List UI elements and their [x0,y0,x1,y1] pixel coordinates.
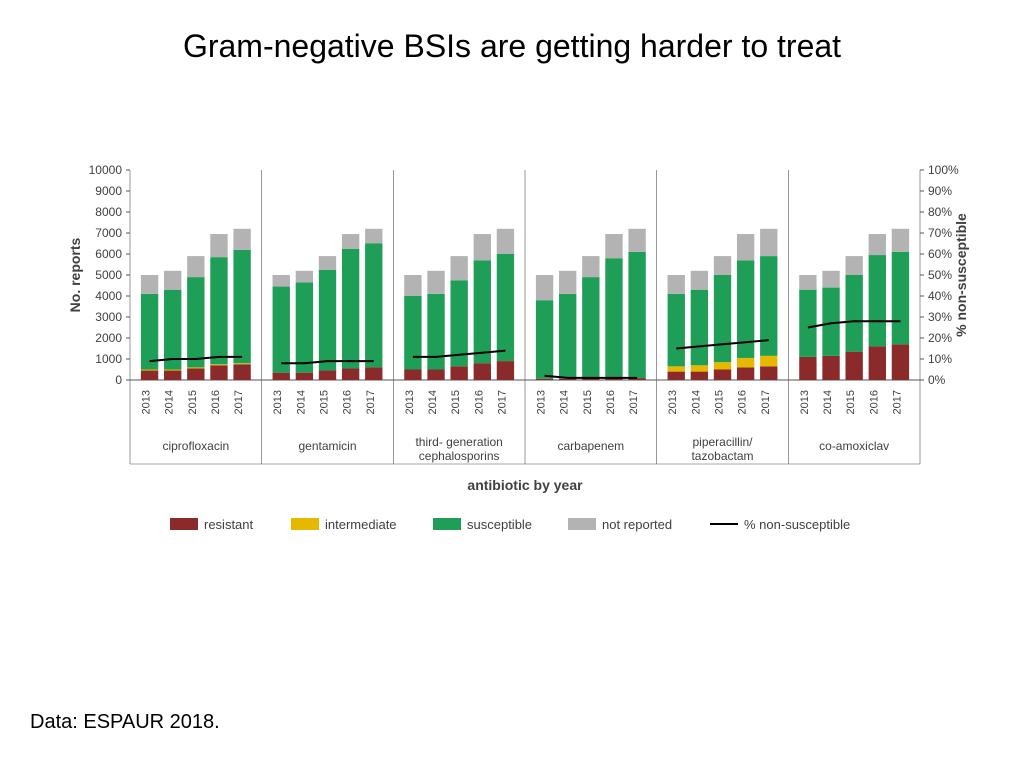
svg-text:piperacillin/: piperacillin/ [692,435,753,449]
svg-text:carbapenem: carbapenem [557,439,624,453]
svg-text:2016: 2016 [605,390,617,414]
svg-text:2017: 2017 [628,390,640,414]
svg-text:20%: 20% [928,331,952,345]
bar-chart: 0 1000 2000 3000 4000 5000 6000 7000 8000 9000 100… [60,160,980,580]
svg-text:2014: 2014 [690,390,702,414]
svg-text:antibiotic by year: antibiotic by year [467,477,583,493]
svg-text:2015: 2015 [450,390,462,414]
svg-text:2013: 2013 [404,390,416,414]
svg-text:0: 0 [115,373,122,387]
svg-text:80%: 80% [928,205,952,219]
svg-text:2014: 2014 [295,390,307,414]
svg-text:60%: 60% [928,247,952,261]
svg-text:2017: 2017 [365,390,377,414]
svg-text:9000: 9000 [95,184,122,198]
svg-text:2016: 2016 [342,390,354,414]
svg-text:2014: 2014 [427,390,439,414]
svg-text:No. reports: No. reports [67,237,83,312]
chart-container: 0 1000 2000 3000 4000 5000 6000 7000 8000 9000 100… [60,160,980,585]
svg-text:2015: 2015 [187,390,199,414]
svg-text:2016: 2016 [737,390,749,414]
svg-text:2017: 2017 [891,390,903,414]
svg-text:70%: 70% [928,226,952,240]
svg-text:0%: 0% [928,373,946,387]
svg-text:10000: 10000 [89,163,123,177]
svg-text:2013: 2013 [141,390,153,414]
svg-text:third- generation: third- generation [415,435,502,449]
svg-text:3000: 3000 [95,310,122,324]
svg-text:% non-susceptible: % non-susceptible [744,517,850,532]
svg-text:50%: 50% [928,268,952,282]
svg-text:2014: 2014 [559,390,571,414]
page-title: Gram-negative BSIs are getting harder to… [0,28,1024,65]
svg-text:2015: 2015 [582,390,594,414]
svg-text:cephalosporins: cephalosporins [419,449,500,463]
svg-text:2015: 2015 [319,390,331,414]
svg-text:7000: 7000 [95,226,122,240]
svg-text:2017: 2017 [233,390,245,414]
svg-text:2013: 2013 [536,390,548,414]
svg-text:resistant: resistant [204,517,254,532]
svg-text:2013: 2013 [272,390,284,414]
svg-text:2016: 2016 [210,390,222,414]
svg-text:2015: 2015 [845,390,857,414]
svg-text:6000: 6000 [95,247,122,261]
svg-text:% non-susceptible: % non-susceptible [953,213,969,337]
svg-text:2016: 2016 [473,390,485,414]
svg-text:2013: 2013 [799,390,811,414]
svg-text:gentamicin: gentamicin [298,439,356,453]
svg-text:susceptible: susceptible [467,517,532,532]
svg-text:not reported: not reported [602,517,672,532]
svg-text:2015: 2015 [714,390,726,414]
svg-text:90%: 90% [928,184,952,198]
svg-text:2014: 2014 [164,390,176,414]
svg-text:4000: 4000 [95,289,122,303]
svg-text:2017: 2017 [496,390,508,414]
svg-text:40%: 40% [928,289,952,303]
svg-text:intermediate: intermediate [325,517,397,532]
svg-text:1000: 1000 [95,352,122,366]
svg-text:2013: 2013 [667,390,679,414]
svg-text:2017: 2017 [760,390,772,414]
svg-text:10%: 10% [928,352,952,366]
svg-text:2014: 2014 [822,390,834,414]
svg-text:2000: 2000 [95,331,122,345]
svg-text:100%: 100% [928,163,959,177]
svg-text:30%: 30% [928,310,952,324]
data-source: Data: ESPAUR 2018. [30,711,220,734]
svg-text:ciprofloxacin: ciprofloxacin [162,439,229,453]
svg-text:tazobactam: tazobactam [691,449,753,463]
svg-text:2016: 2016 [868,390,880,414]
svg-text:8000: 8000 [95,205,122,219]
svg-text:co-amoxiclav: co-amoxiclav [819,439,889,453]
svg-text:5000: 5000 [95,268,122,282]
